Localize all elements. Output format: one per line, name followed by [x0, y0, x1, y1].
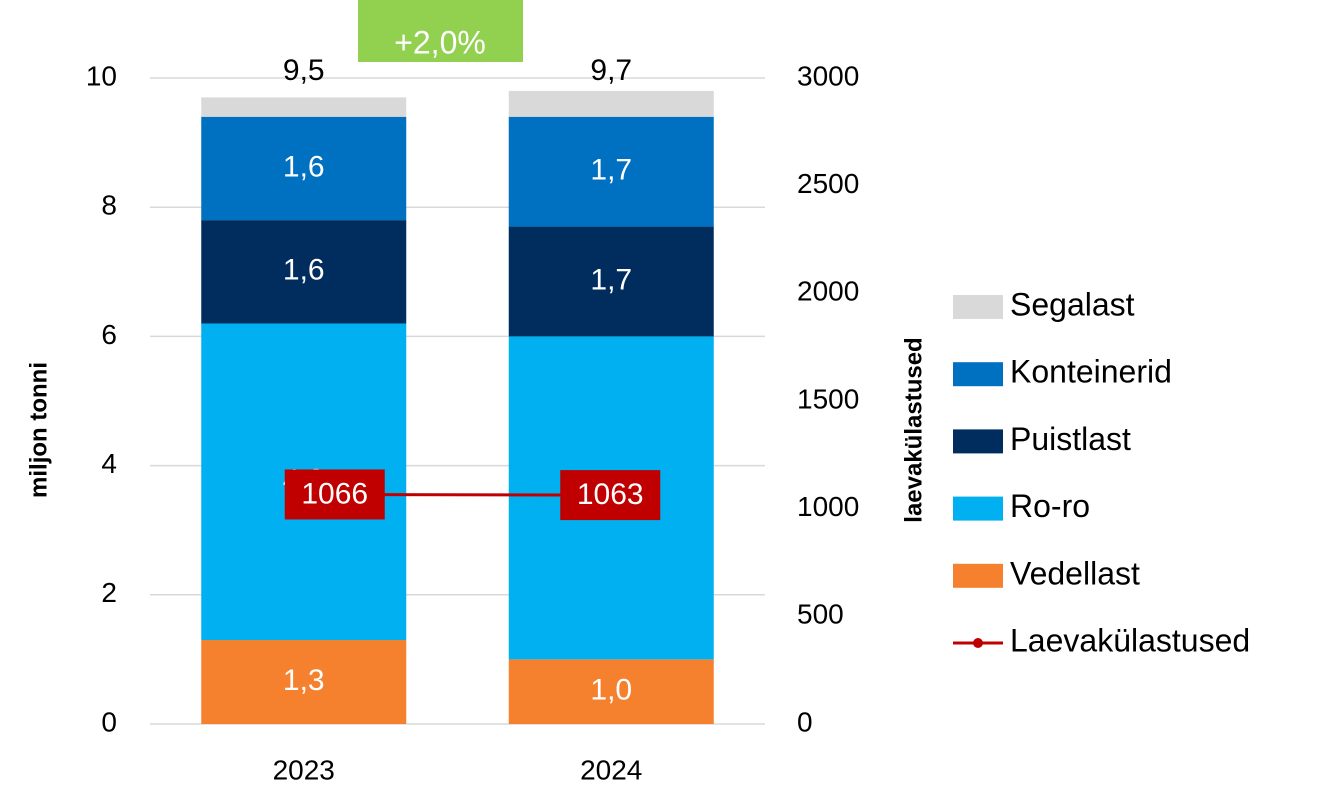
legend-swatch	[953, 429, 1003, 454]
legend-swatch	[953, 496, 1003, 521]
y-tick-label: 2	[101, 577, 117, 608]
y-tick-label: 10	[86, 60, 117, 91]
data-label-box	[284, 469, 385, 520]
legend-label: Ro-ro	[1010, 488, 1090, 524]
y2-tick-label: 3000	[797, 60, 859, 91]
x-tick-label: 2024	[580, 754, 642, 785]
legend-swatch	[953, 362, 1003, 387]
y-tick-label: 6	[101, 319, 117, 350]
y-tick-label: 4	[101, 448, 117, 479]
legend-label: Vedellast	[1010, 555, 1140, 591]
bar-segment	[201, 97, 407, 117]
y-tick-label: 0	[101, 706, 117, 737]
data-label: 1063	[577, 478, 644, 511]
x-tick-label: 2023	[273, 754, 335, 785]
change-label: +2,0%	[394, 24, 486, 60]
data-label: 1,7	[590, 154, 632, 187]
bar-segment	[508, 116, 714, 227]
y2-tick-label: 2500	[797, 168, 859, 199]
data-label: 1,3	[283, 664, 325, 697]
legend-swatch	[953, 295, 1003, 319]
bar-segment	[508, 659, 714, 724]
legend-label: Segalast	[1010, 286, 1135, 322]
y2-tick-label: 1500	[797, 383, 859, 414]
data-label: 1,6	[283, 254, 325, 287]
data-label: 1,0	[590, 674, 632, 707]
data-label: 1,6	[283, 150, 325, 183]
y2-axis-title: laevakülastused	[900, 337, 927, 522]
change-box	[358, 0, 523, 62]
legend-label: Puistlast	[1010, 421, 1131, 457]
bar-segment	[508, 90, 714, 117]
legend-label: Konteinerid	[1010, 354, 1172, 390]
y2-tick-label: 500	[797, 599, 844, 630]
y2-tick-label: 1000	[797, 491, 859, 522]
y-axis-title: miljon tonni	[25, 362, 52, 498]
legend-marker	[973, 638, 983, 648]
legend-swatch	[953, 563, 1003, 588]
data-label: 1066	[301, 477, 368, 510]
bar-segment	[201, 116, 407, 221]
y2-tick-label: 0	[797, 706, 813, 737]
total-label: 9,7	[590, 54, 632, 87]
data-label-box	[560, 470, 661, 521]
total-label: 9,5	[283, 54, 325, 87]
bar-segment	[201, 220, 407, 324]
y2-tick-label: 2000	[797, 276, 859, 307]
data-label: 1,7	[590, 263, 632, 296]
y-tick-label: 8	[101, 190, 117, 221]
bar-segment	[201, 640, 407, 724]
legend-label: Laevakülastused	[1010, 622, 1250, 658]
bar-segment	[508, 226, 714, 337]
